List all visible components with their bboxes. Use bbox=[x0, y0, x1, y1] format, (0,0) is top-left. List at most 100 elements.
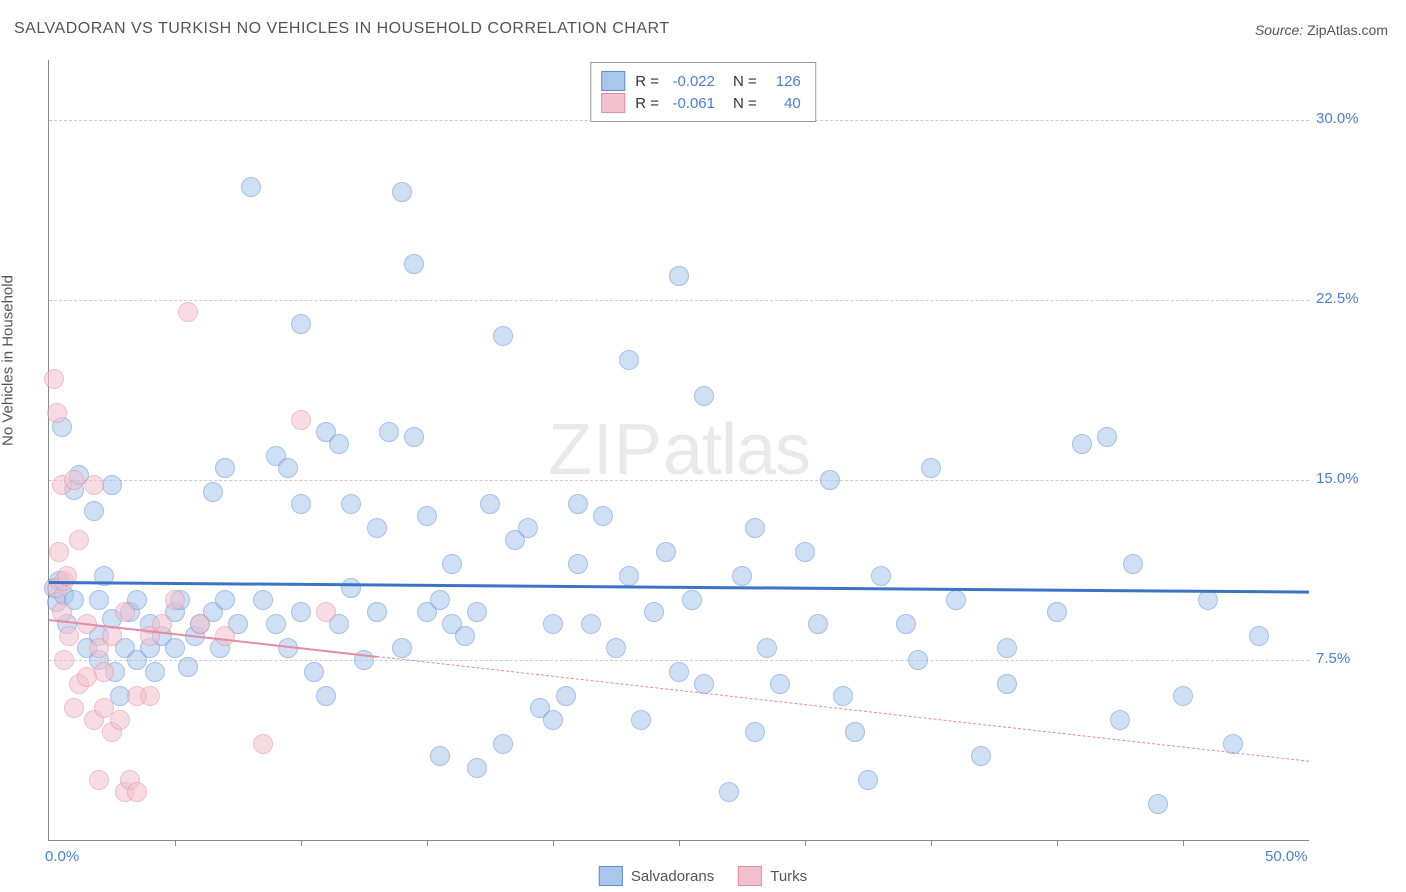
scatter-point bbox=[467, 602, 487, 622]
scatter-point bbox=[480, 494, 500, 514]
scatter-point bbox=[619, 566, 639, 586]
scatter-point bbox=[1173, 686, 1193, 706]
scatter-point bbox=[1097, 427, 1117, 447]
scatter-point bbox=[316, 602, 336, 622]
scatter-point bbox=[896, 614, 916, 634]
scatter-point bbox=[102, 626, 122, 646]
chart-title: SALVADORAN VS TURKISH NO VEHICLES IN HOU… bbox=[14, 20, 670, 38]
scatter-point bbox=[203, 482, 223, 502]
trend-line bbox=[49, 581, 1309, 594]
scatter-point bbox=[165, 590, 185, 610]
scatter-point bbox=[606, 638, 626, 658]
series-legend-label: Turks bbox=[770, 868, 807, 885]
scatter-point bbox=[871, 566, 891, 586]
scatter-point bbox=[84, 501, 104, 521]
scatter-point bbox=[467, 758, 487, 778]
legend-row: R =-0.022N =126 bbox=[601, 71, 801, 91]
scatter-point bbox=[518, 518, 538, 538]
scatter-point bbox=[682, 590, 702, 610]
x-tick bbox=[301, 840, 302, 846]
scatter-point bbox=[795, 542, 815, 562]
scatter-point bbox=[215, 458, 235, 478]
scatter-point bbox=[669, 266, 689, 286]
legend-r-label: R = bbox=[635, 73, 659, 90]
scatter-point bbox=[329, 434, 349, 454]
scatter-point bbox=[430, 746, 450, 766]
scatter-point bbox=[946, 590, 966, 610]
legend-swatch bbox=[599, 866, 623, 886]
scatter-point bbox=[1123, 554, 1143, 574]
scatter-point bbox=[291, 602, 311, 622]
scatter-point bbox=[593, 506, 613, 526]
scatter-point bbox=[89, 590, 109, 610]
y-tick-label: 22.5% bbox=[1316, 290, 1371, 307]
y-tick-label: 7.5% bbox=[1316, 650, 1371, 667]
watermark-zip: ZIP bbox=[548, 410, 663, 490]
correlation-legend: R = -0.022 N = 126 R =-0.061N =40 bbox=[590, 62, 816, 122]
scatter-point bbox=[44, 369, 64, 389]
legend-r-label: R = bbox=[635, 95, 659, 112]
scatter-point bbox=[1110, 710, 1130, 730]
gridline bbox=[49, 300, 1309, 301]
scatter-point bbox=[253, 734, 273, 754]
scatter-point bbox=[64, 470, 84, 490]
legend-n-value: 126 bbox=[763, 73, 801, 90]
chart-container: SALVADORAN VS TURKISH NO VEHICLES IN HOU… bbox=[0, 0, 1406, 892]
scatter-point bbox=[908, 650, 928, 670]
scatter-point bbox=[619, 350, 639, 370]
x-tick bbox=[427, 840, 428, 846]
scatter-point bbox=[291, 410, 311, 430]
scatter-point bbox=[1047, 602, 1067, 622]
legend-row: R =-0.061N =40 bbox=[601, 93, 801, 113]
source-label: Source: bbox=[1255, 22, 1303, 38]
scatter-point bbox=[341, 494, 361, 514]
scatter-point bbox=[430, 590, 450, 610]
legend-n-label: N = bbox=[733, 95, 757, 112]
scatter-point bbox=[745, 518, 765, 538]
scatter-point bbox=[770, 674, 790, 694]
scatter-point bbox=[808, 614, 828, 634]
scatter-point bbox=[215, 590, 235, 610]
scatter-point bbox=[921, 458, 941, 478]
scatter-point bbox=[64, 698, 84, 718]
gridline bbox=[49, 480, 1309, 481]
x-tick bbox=[805, 840, 806, 846]
scatter-point bbox=[1249, 626, 1269, 646]
scatter-point bbox=[442, 554, 462, 574]
scatter-point bbox=[89, 770, 109, 790]
scatter-point bbox=[253, 590, 273, 610]
scatter-point bbox=[669, 662, 689, 682]
scatter-point bbox=[820, 470, 840, 490]
scatter-point bbox=[54, 650, 74, 670]
series-legend-item: Salvadorans bbox=[599, 866, 714, 886]
x-tick bbox=[1183, 840, 1184, 846]
scatter-point bbox=[367, 602, 387, 622]
scatter-point bbox=[291, 314, 311, 334]
scatter-point bbox=[1148, 794, 1168, 814]
x-tick bbox=[1057, 840, 1058, 846]
scatter-point bbox=[732, 566, 752, 586]
scatter-point bbox=[84, 475, 104, 495]
scatter-point bbox=[47, 403, 67, 423]
source-value: ZipAtlas.com bbox=[1307, 22, 1388, 38]
scatter-point bbox=[379, 422, 399, 442]
scatter-point bbox=[757, 638, 777, 658]
scatter-point bbox=[833, 686, 853, 706]
scatter-point bbox=[1198, 590, 1218, 610]
scatter-point bbox=[568, 494, 588, 514]
scatter-point bbox=[644, 602, 664, 622]
legend-r-value: -0.022 bbox=[665, 73, 715, 90]
scatter-point bbox=[417, 506, 437, 526]
y-axis-label: No Vehicles in Household bbox=[0, 275, 17, 446]
scatter-point bbox=[845, 722, 865, 742]
x-tick bbox=[175, 840, 176, 846]
scatter-point bbox=[455, 626, 475, 646]
scatter-point bbox=[997, 638, 1017, 658]
scatter-point bbox=[59, 626, 79, 646]
legend-swatch bbox=[601, 93, 625, 113]
watermark: ZIPatlas bbox=[548, 409, 810, 491]
scatter-point bbox=[392, 638, 412, 658]
gridline bbox=[49, 660, 1309, 661]
scatter-point bbox=[404, 427, 424, 447]
scatter-point bbox=[543, 614, 563, 634]
